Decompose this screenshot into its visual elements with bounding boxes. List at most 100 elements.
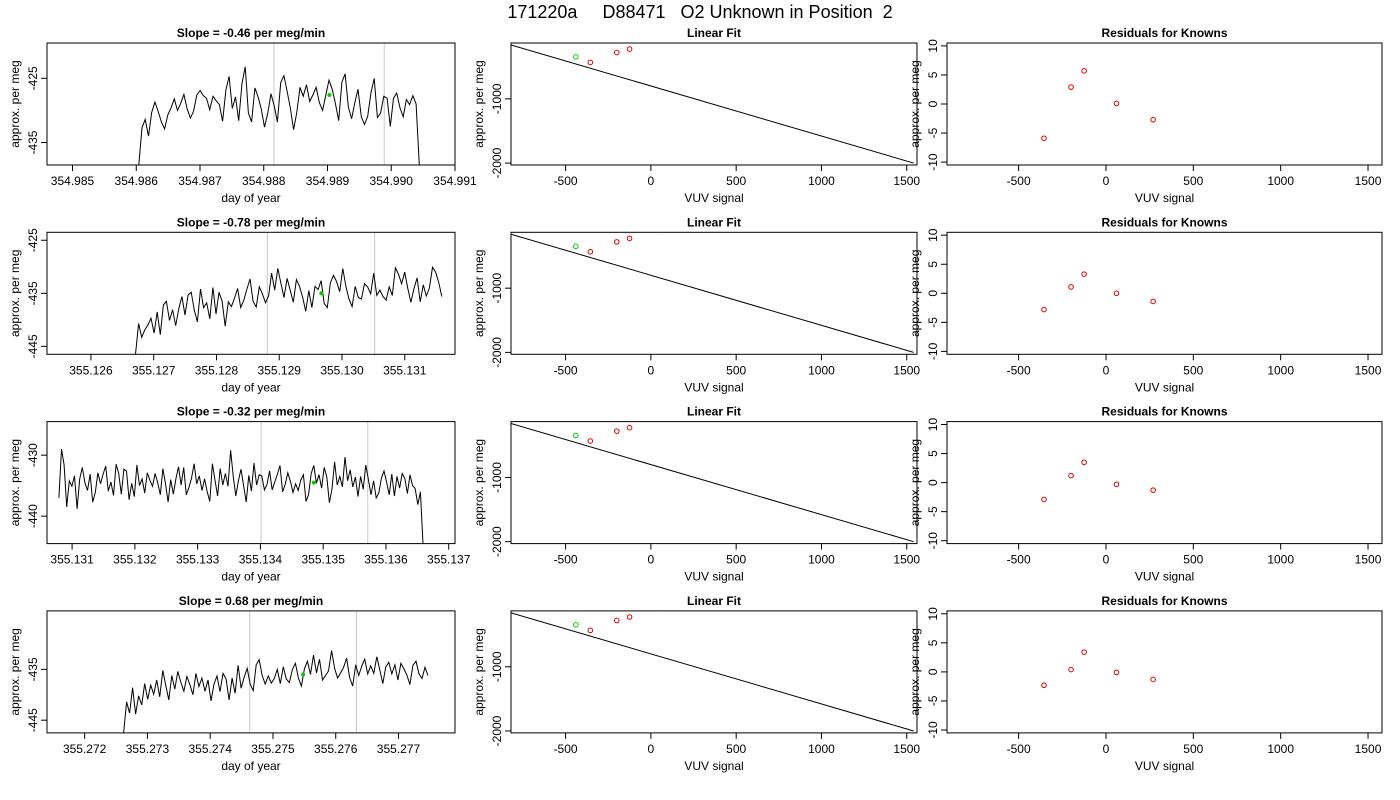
y-tick-label: 0 [926,479,940,486]
x-axis-label: VUV signal [1135,191,1194,205]
residual-point [1150,676,1156,683]
unknown-marker [327,93,332,98]
y-tick-label: -1000 [490,462,504,493]
residual-point [1113,290,1120,297]
x-tick-label: 355.277 [377,742,421,756]
residual-point [1150,487,1156,493]
y-tick-label: -445 [26,708,40,732]
x-tick-label: 354.990 [370,174,414,188]
x-tick-label: 355.133 [176,553,220,567]
y-tick-label: 5 [926,639,940,646]
x-tick-label: -500 [1007,363,1031,377]
x-tick-label: 354.991 [433,174,477,188]
known-point [659,38,664,43]
plot-data-area [511,416,914,543]
y-tick-label: 5 [926,450,940,457]
chart-title: Linear Fit [687,594,741,608]
residual-point [1113,669,1120,676]
known-point [626,424,633,431]
known-point [626,46,633,52]
x-tick-label: -500 [554,174,578,188]
plot-data-area [1041,68,1156,142]
y-tick-label: -425 [26,66,40,90]
known-point [587,627,594,634]
x-tick-label: 0 [648,363,655,377]
x-tick-label: 500 [726,363,746,377]
x-tick-label: 355.135 [301,553,345,567]
x-tick-label: 355.136 [364,553,408,567]
x-axis-label: day of year [221,570,280,584]
y-axis-label: approx. per meg [8,439,22,526]
y-tick-label: -445 [26,334,40,358]
residual-point [1150,298,1156,305]
unknown-point [573,243,579,250]
x-tick-label: 355.276 [314,742,358,756]
x-tick-label: -500 [1007,742,1031,756]
plot-frame [46,231,456,355]
y-axis-label: approx. per meg [472,250,486,337]
x-tick-label: 1500 [893,553,920,567]
x-tick-label: 355.129 [258,363,302,377]
x-tick-label: 1000 [808,742,835,756]
y-axis-label: approx. per meg [908,628,922,715]
x-tick-label: 500 [1183,174,1203,188]
plot-frame [510,421,918,545]
chart-panel-r0-fit: Linear Fit -500 0 500 1000 1500 VUV signal -100… [472,26,920,205]
residual-point [1113,481,1120,488]
y-tick-label: -2000 [490,147,504,178]
fit-line [511,233,914,353]
x-tick-label: 1500 [1355,742,1382,756]
y-tick-label: -430 [26,443,40,467]
x-tick-label: 500 [726,742,746,756]
residual-point [1081,459,1087,466]
x-axis-label: VUV signal [1135,380,1194,394]
x-tick-label: 0 [648,742,655,756]
x-tick-label: -500 [554,363,578,377]
x-tick-label: 355.128 [195,363,239,377]
chart-title: Linear Fit [687,26,741,40]
y-tick-label: 0 [926,668,940,675]
y-tick-label: -1000 [490,651,504,682]
plot-frame [510,231,918,355]
x-tick-label: -500 [554,553,578,567]
plot-data-area [135,265,443,355]
x-axis-label: VUV signal [684,191,743,205]
y-axis-label: approx. per meg [8,628,22,715]
x-tick-label: 1500 [1355,553,1382,567]
known-point [626,235,633,242]
unknown-point [573,54,579,60]
chart-title: Slope = -0.46 per meg/min [177,26,325,40]
x-tick-label: 354.986 [115,174,159,188]
y-tick-label: -435 [26,281,40,305]
x-tick-label: 355.137 [427,553,471,567]
plot-data-area [1041,271,1156,313]
x-tick-label: 355.126 [69,363,113,377]
x-tick-label: 355.132 [113,553,157,567]
plot-data-area [138,66,420,165]
chart-title: Residuals for Knowns [1101,26,1227,40]
chart-title: Linear Fit [687,215,741,229]
known-point [613,239,620,245]
y-tick-label: -425 [26,228,40,252]
y-tick-label: -10 [926,342,940,360]
y-tick-label: -10 [926,721,940,739]
plot-data-area [511,612,914,732]
x-tick-label: 1500 [1355,174,1382,188]
x-tick-label: 1000 [808,174,835,188]
plot-frame [946,42,1383,166]
y-tick-label: -435 [26,657,40,681]
known-point [659,416,664,421]
known-point [587,438,594,444]
chart-title: Slope = -0.78 per meg/min [177,215,325,229]
x-axis-label: VUV signal [684,380,743,394]
chart-panel-r1-residuals: Residuals for Knowns -500 0 500 1000 1500 VUV … [908,215,1383,394]
y-tick-label: -5 [926,506,940,517]
x-tick-label: 355.272 [63,742,107,756]
chart-title: Residuals for Knowns [1101,405,1227,419]
y-tick-label: -5 [926,317,940,328]
unknown-marker [319,291,324,296]
y-tick-label: -435 [26,130,40,154]
x-axis-label: VUV signal [684,759,743,773]
data-series-line [123,650,429,733]
chart-panel-r3-time: Slope = 0.68 per meg/min 355.272 355.273 35… [8,594,456,773]
